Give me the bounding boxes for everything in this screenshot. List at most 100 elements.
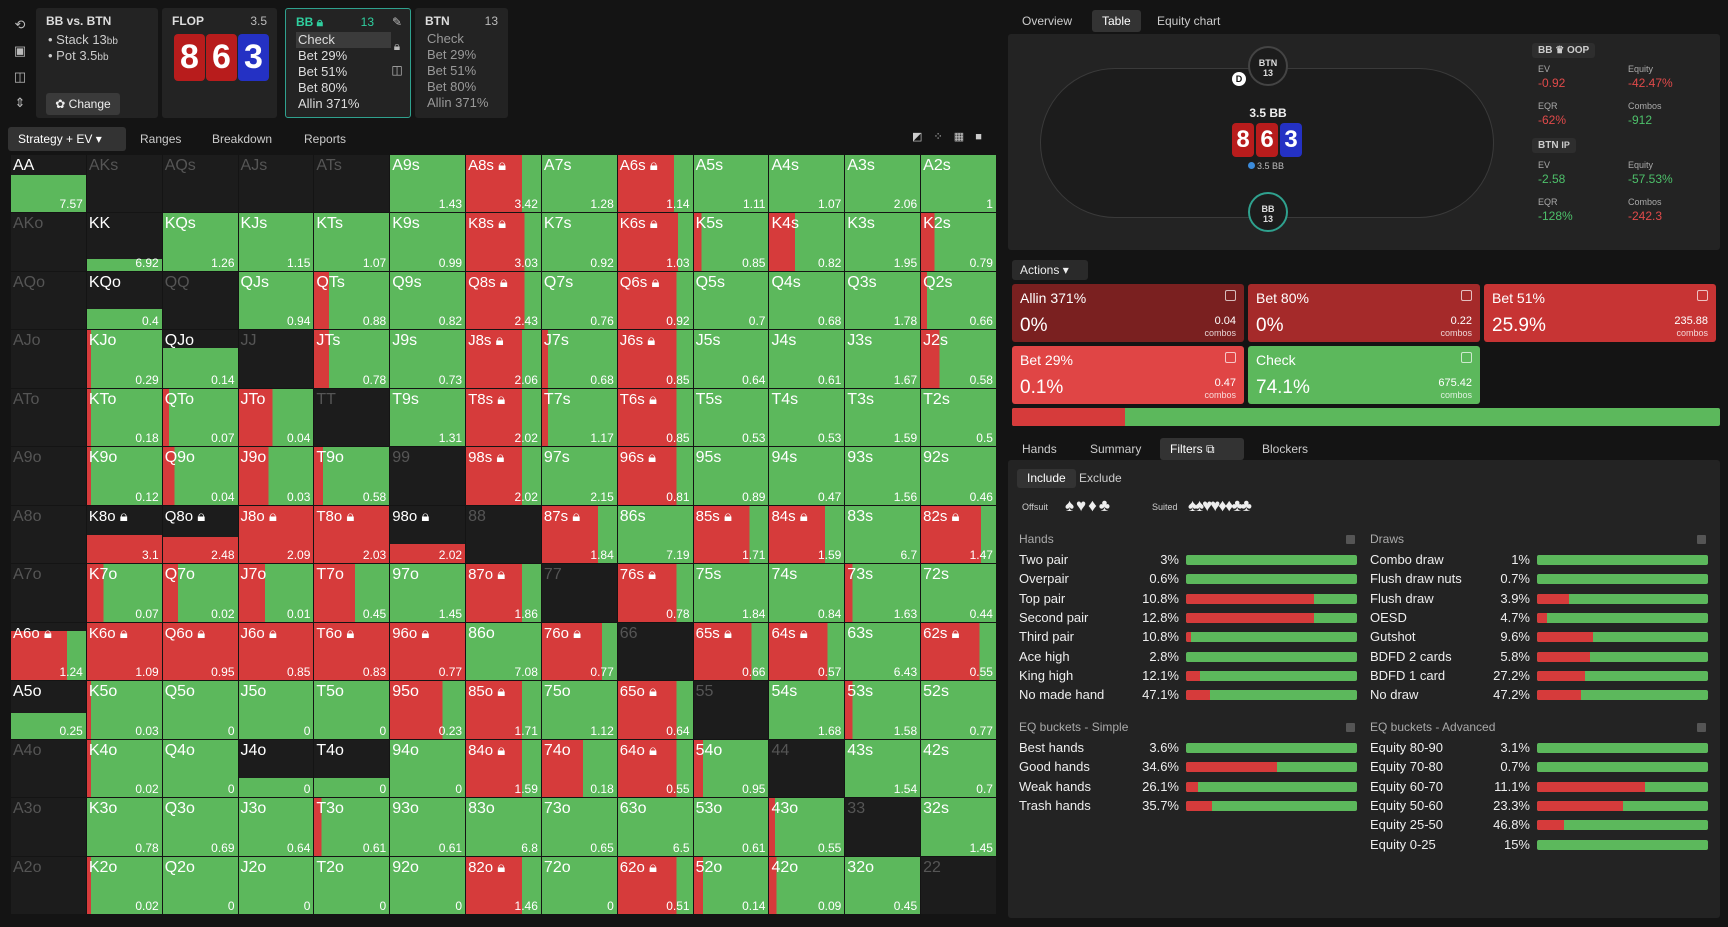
hand-cell-K6s[interactable]: K6s 🔒︎ 1.03: [617, 213, 694, 272]
hand-cell-87s[interactable]: 87s 🔒︎ 1.84: [541, 505, 618, 565]
hand-cell-82o[interactable]: 82o 🔒︎ 1.46: [466, 856, 542, 915]
hand-cell-98o[interactable]: 98o 🔒︎ 2.02: [390, 505, 467, 565]
hand-cell-32s[interactable]: 32s 1.45: [921, 798, 997, 857]
filter-row-label[interactable]: Equity 60-70: [1370, 778, 1443, 794]
filter-row-label[interactable]: Best hands: [1019, 740, 1085, 755]
hand-cell-A6o[interactable]: A6o 🔒︎ 1.24: [11, 622, 87, 682]
hand-cell-52o[interactable]: 52o 0.14: [693, 856, 770, 915]
tab-breakdown[interactable]: Breakdown: [212, 132, 273, 146]
hand-cell-A7o[interactable]: A7o: [11, 564, 87, 623]
hand-cell-52s[interactable]: 52s 0.77: [921, 681, 997, 740]
hand-cell-JJ[interactable]: JJ: [238, 330, 315, 389]
hand-cell-K9s[interactable]: K9s 0.99: [390, 213, 467, 272]
hand-cell-K2s[interactable]: K2s 0.79: [921, 213, 997, 272]
hand-cell-AQo[interactable]: AQo: [11, 271, 87, 331]
include-toggle[interactable]: Include: [1017, 469, 1076, 488]
hand-cell-J7s[interactable]: J7s 0.68: [541, 330, 618, 389]
hand-cell-A2s[interactable]: A2s 1: [921, 155, 997, 214]
hand-cell-T6o[interactable]: T6o 🔒︎ 0.83: [314, 622, 391, 682]
hand-cell-J8s[interactable]: J8s 🔒︎ 2.06: [466, 330, 542, 389]
hand-cell-JTo[interactable]: JTo 0.04: [238, 388, 315, 448]
hand-cell-Q2s[interactable]: Q2s 0.66: [921, 271, 997, 331]
hand-cell-QTo[interactable]: QTo 0.07: [162, 388, 239, 448]
hand-cell-KTs[interactable]: KTs 1.07: [314, 213, 391, 272]
tab-equity-chart[interactable]: Equity chart: [1157, 14, 1221, 28]
seat-bb[interactable]: BB 13: [1248, 192, 1288, 232]
section-toggle-icon[interactable]: [1697, 535, 1706, 544]
filter-row-label[interactable]: Equity 80-90: [1370, 740, 1443, 755]
hand-cell-62o[interactable]: 62o 🔒︎ 0.51: [617, 856, 694, 915]
tab-hands[interactable]: Hands: [1022, 442, 1057, 456]
filter-row-label[interactable]: Gutshot: [1370, 629, 1416, 645]
hand-cell-A6s[interactable]: A6s 🔒︎ 1.14: [617, 155, 694, 214]
hand-cell-T5o[interactable]: T5o 0: [314, 681, 391, 740]
hand-cell-J6s[interactable]: J6s 🔒︎ 0.85: [617, 330, 694, 389]
hand-cell-Q9o[interactable]: Q9o 0.04: [162, 447, 239, 506]
hand-cell-JTs[interactable]: JTs 0.78: [314, 330, 391, 389]
hand-cell-K8s[interactable]: K8s 🔒︎ 3.03: [466, 213, 542, 272]
hand-cell-QQ[interactable]: QQ: [162, 271, 239, 331]
hand-cell-Q4s[interactable]: Q4s 0.68: [769, 271, 846, 331]
hand-cell-84s[interactable]: 84s 🔒︎ 1.59: [769, 505, 846, 565]
hand-cell-Q9s[interactable]: Q9s 0.82: [390, 271, 467, 331]
bb-action-check[interactable]: Check: [296, 32, 391, 48]
gamepad-icon[interactable]: ◫: [13, 69, 27, 84]
btn-action-bet51[interactable]: Bet 51%: [427, 63, 477, 78]
filter-row-label[interactable]: Ace high: [1019, 648, 1070, 664]
hand-cell-54o[interactable]: 54o 0.95: [693, 739, 770, 799]
hand-cell-KJs[interactable]: KJs 1.15: [238, 213, 315, 272]
hand-cell-T2s[interactable]: T2s 0.5: [921, 388, 997, 448]
btn-action-bet80[interactable]: Bet 80%: [427, 79, 477, 94]
hand-cell-AKs[interactable]: AKs: [86, 155, 163, 214]
hand-cell-A7s[interactable]: A7s 1.28: [541, 155, 618, 214]
hand-cell-A5s[interactable]: A5s 1.11: [693, 155, 770, 214]
filter-row-label[interactable]: Third pair: [1019, 629, 1074, 645]
hand-cell-43o[interactable]: 43o 0.55: [769, 798, 846, 857]
hand-cell-83s[interactable]: 83s 6.7: [845, 505, 922, 565]
hand-cell-K4o[interactable]: K4o 0.02: [86, 739, 163, 799]
hand-cell-63s[interactable]: 63s 6.43: [845, 622, 922, 682]
tab-table[interactable]: Table: [1092, 10, 1141, 32]
hand-cell-T3o[interactable]: T3o 0.61: [314, 798, 391, 857]
hand-cell-ATo[interactable]: ATo: [11, 388, 87, 448]
hand-cell-92s[interactable]: 92s 0.46: [921, 447, 997, 506]
filter-row-label[interactable]: Top pair: [1019, 590, 1066, 606]
hand-cell-AA[interactable]: AA 7.57: [11, 155, 87, 214]
hand-cell-97s[interactable]: 97s 2.15: [541, 447, 618, 506]
hand-cell-75o[interactable]: 75o 1.12: [541, 681, 618, 740]
hand-cell-32o[interactable]: 32o 0.45: [845, 856, 922, 915]
note-icon[interactable]: [1461, 352, 1472, 363]
section-toggle-icon[interactable]: [1346, 535, 1355, 544]
hand-cell-T7s[interactable]: T7s 1.17: [541, 388, 618, 448]
tab-filters[interactable]: Filters ⧉: [1160, 438, 1244, 460]
action-box-allin-371-[interactable]: Allin 371% 0% 0.04 combos: [1012, 284, 1244, 342]
view-split-icon[interactable]: ◩: [912, 131, 923, 143]
bb-action-bet80[interactable]: Bet 80%: [298, 80, 348, 95]
hand-cell-K9o[interactable]: K9o 0.12: [86, 447, 163, 506]
view-grid-icon[interactable]: ▦: [953, 131, 965, 143]
hand-cell-64s[interactable]: 64s 🔒︎ 0.57: [769, 622, 846, 682]
flop-panel[interactable]: FLOP 3.5 8 6 3: [162, 8, 277, 118]
hand-cell-ATs[interactable]: ATs: [314, 155, 391, 214]
hand-cell-T9s[interactable]: T9s 1.31: [390, 388, 467, 448]
action-box-check[interactable]: Check 74.1% 675.42 combos: [1248, 346, 1480, 404]
bb-action-bet51[interactable]: Bet 51%: [298, 64, 348, 79]
hand-cell-98s[interactable]: 98s 🔒︎ 2.02: [466, 447, 542, 506]
hand-cell-64o[interactable]: 64o 🔒︎ 0.55: [617, 739, 694, 799]
section-toggle-icon[interactable]: [1346, 723, 1355, 732]
hand-cell-44[interactable]: 44: [769, 739, 846, 799]
hand-cell-J5o[interactable]: J5o 0: [238, 681, 315, 740]
hand-cell-J5s[interactable]: J5s 0.64: [693, 330, 770, 389]
hand-cell-77[interactable]: 77: [541, 564, 618, 623]
hand-cell-42s[interactable]: 42s 0.7: [921, 739, 997, 799]
hand-cell-J3s[interactable]: J3s 1.67: [845, 330, 922, 389]
btn-action-allin[interactable]: Allin 371%: [427, 95, 489, 110]
hand-cell-87o[interactable]: 87o 🔒︎ 1.86: [466, 564, 542, 623]
hand-cell-42o[interactable]: 42o 0.09: [769, 856, 846, 915]
hand-cell-72s[interactable]: 72s 0.44: [921, 564, 997, 623]
hand-cell-95s[interactable]: 95s 0.89: [693, 447, 770, 506]
hand-cell-A3o[interactable]: A3o: [11, 798, 87, 857]
hand-cell-J8o[interactable]: J8o 🔒︎ 2.09: [238, 505, 315, 565]
view-compact-icon[interactable]: ⁘: [933, 131, 943, 143]
hand-cell-33[interactable]: 33: [845, 798, 922, 857]
